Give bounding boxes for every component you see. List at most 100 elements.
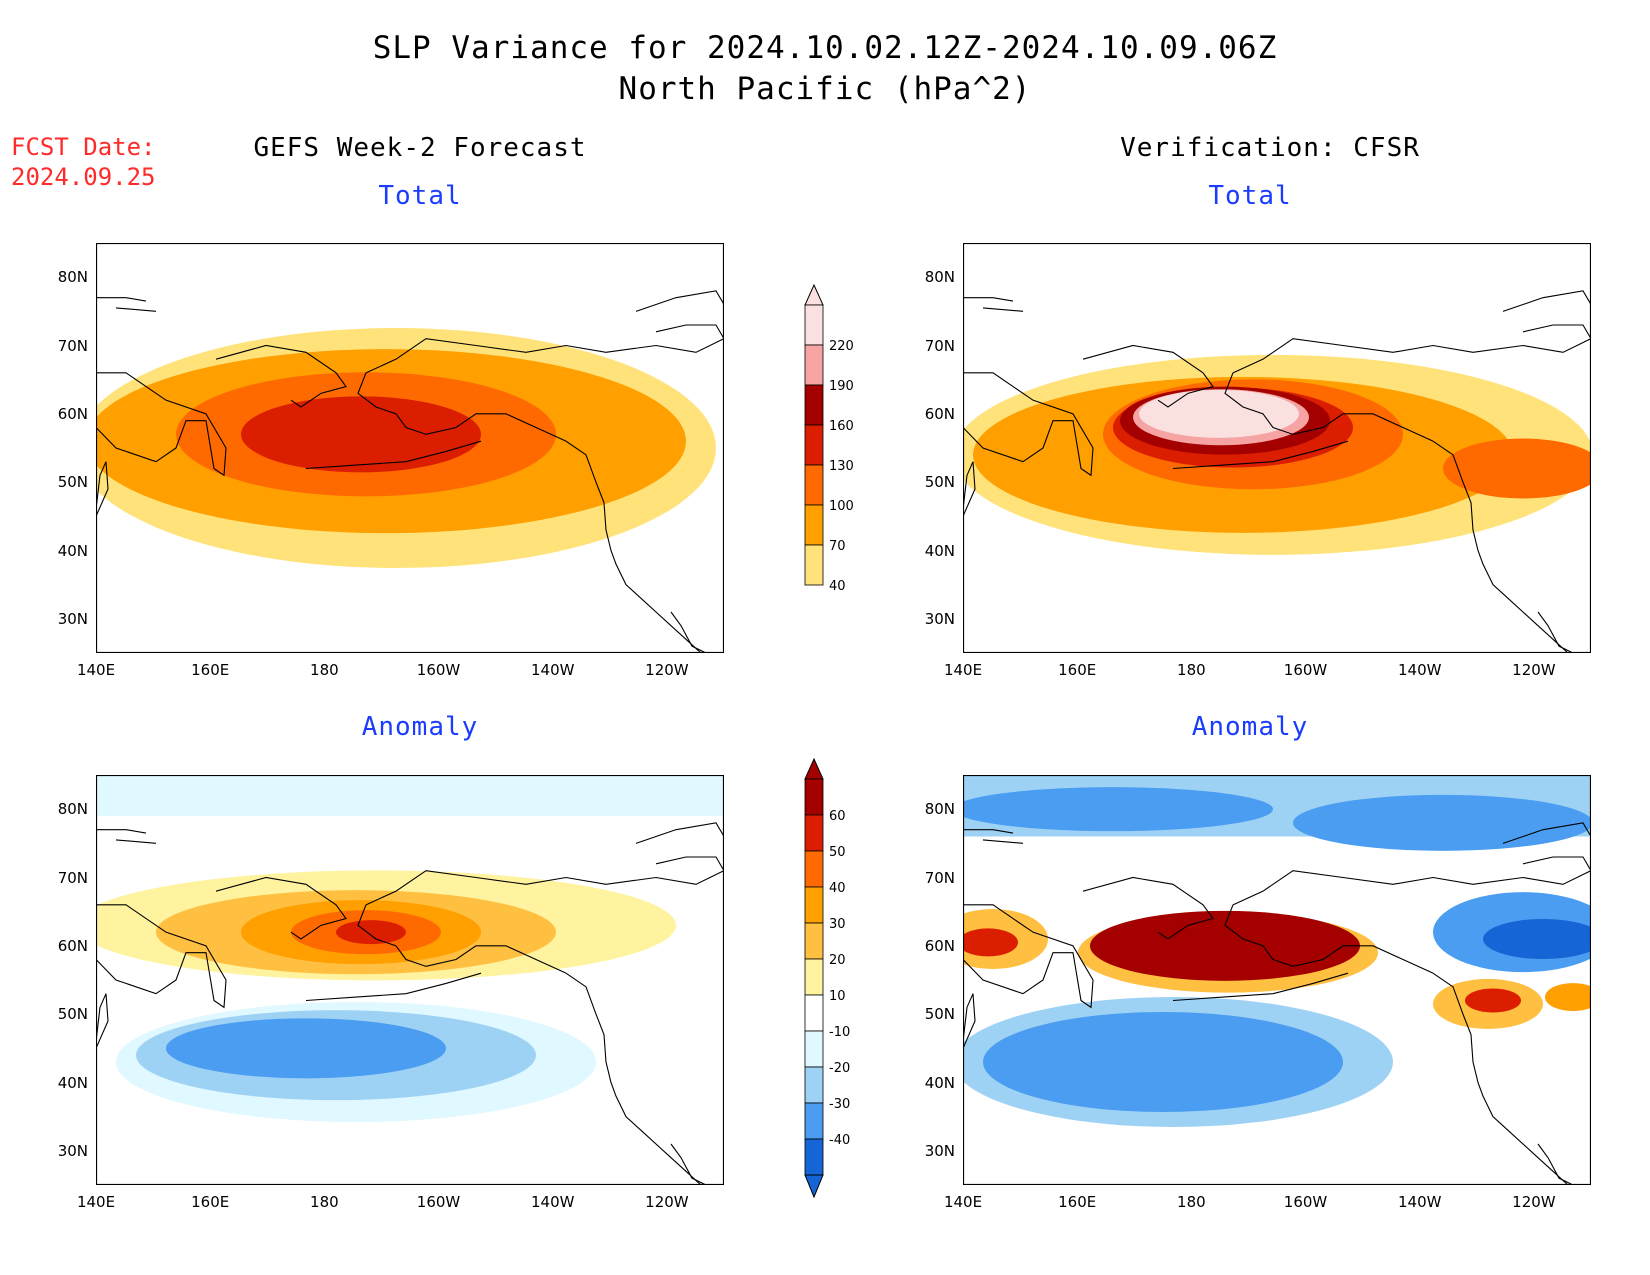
x-tick-label: 160E: [1058, 661, 1097, 679]
colorbar-box: [804, 994, 824, 1032]
x-tick-label: 160E: [191, 661, 230, 679]
x-tick-label: 140E: [76, 1193, 116, 1211]
x-tick-label: 120W: [645, 661, 689, 679]
colorbar-box: [804, 384, 824, 426]
colorbar-box: [804, 1138, 824, 1176]
colorbar-label: -40: [829, 1133, 850, 1148]
x-tick-label: 160E: [191, 1193, 230, 1211]
x-tick-label: 160W: [416, 661, 461, 679]
colorbar-box: [804, 814, 824, 852]
colorbar-label: 20: [829, 953, 846, 968]
x-tick-label: 120W: [1512, 1193, 1556, 1211]
colorbar-anomaly: 60 50 40 30 20 10 -10 -20 -30 -40: [804, 757, 850, 1199]
panel-title-bottom-right: Anomaly: [1191, 712, 1309, 742]
contour-50: [336, 920, 406, 945]
y-tick-label: 50N: [924, 473, 955, 492]
contour-neg30-south: [983, 1012, 1343, 1112]
panel-title-bottom-left: Anomaly: [361, 712, 479, 742]
colorbar-label: 10: [829, 989, 846, 1004]
contour-30-far-east: [1545, 983, 1591, 1012]
left-column-title: GEFS Week-2 Forecast: [253, 133, 587, 163]
colorbar-box: [804, 850, 824, 888]
map-frame: [963, 243, 1591, 653]
right-column-title: Verification: CFSR: [1120, 133, 1420, 163]
colorbar-label: 40: [829, 579, 846, 594]
map-frame: [96, 243, 724, 653]
map-frame: [963, 775, 1591, 1185]
colorbar-box: [804, 886, 824, 924]
y-tick-label: 40N: [57, 541, 88, 560]
y-tick-label: 30N: [924, 1141, 955, 1160]
colorbar-label: 190: [829, 379, 854, 394]
map-panel-gefs-total: [96, 243, 724, 653]
y-tick-label: 60N: [924, 936, 955, 955]
colorbar-box: [804, 544, 824, 586]
y-tick-label: 80N: [57, 800, 88, 819]
x-tick-label: 120W: [1512, 661, 1556, 679]
colorbar-box: [804, 778, 824, 816]
x-tick-label: 140W: [1397, 661, 1442, 679]
contour-neg30-north: [963, 787, 1273, 832]
y-tick-label: 30N: [924, 609, 955, 628]
x-tick-label: 140W: [1397, 1193, 1442, 1211]
colorbar-label: 70: [829, 539, 846, 554]
x-tick-label: 120W: [645, 1193, 689, 1211]
x-tick-label: 180: [310, 661, 339, 679]
y-tick-label: 70N: [924, 336, 955, 355]
map-panel-gefs-anomaly: [96, 775, 724, 1185]
x-tick-label: 140W: [530, 661, 575, 679]
colorbar-box: [804, 922, 824, 960]
colorbar-box: [804, 464, 824, 506]
coastline: [963, 822, 1591, 1185]
contour-130: [241, 396, 481, 473]
contour-220: [1139, 389, 1299, 438]
colorbar-label: -30: [829, 1097, 850, 1112]
map-panel-cfsr-total: [963, 243, 1591, 653]
y-tick-label: 40N: [924, 541, 955, 560]
y-tick-label: 70N: [57, 868, 88, 887]
y-tick-label: 70N: [924, 868, 955, 887]
colorbar-label: -20: [829, 1061, 850, 1076]
x-tick-label: 140E: [943, 1193, 983, 1211]
colorbar-box: [804, 1030, 824, 1068]
contour-50-west: [963, 928, 1018, 957]
colorbar-label: 100: [829, 499, 854, 514]
colorbar-label: 30: [829, 917, 846, 932]
y-tick-label: 60N: [924, 404, 955, 423]
contour-50-east: [1465, 988, 1521, 1013]
coastline: [96, 290, 724, 653]
y-tick-label: 40N: [924, 1073, 955, 1092]
x-tick-label: 180: [310, 1193, 339, 1211]
colorbar-box: [804, 958, 824, 996]
coastline: [96, 822, 724, 1185]
fcst-date-label: FCST Date:: [11, 133, 156, 161]
colorbar-label: 220: [829, 339, 854, 354]
y-tick-label: 50N: [924, 1005, 955, 1024]
contour-neg30-ne: [1293, 794, 1591, 851]
x-tick-label: 140E: [943, 661, 983, 679]
colorbar-box: [804, 424, 824, 466]
y-tick-label: 70N: [57, 336, 88, 355]
contour-60: [1090, 910, 1360, 981]
y-tick-label: 50N: [57, 1005, 88, 1024]
x-tick-label: 160W: [1283, 1193, 1328, 1211]
colorbar-label: 40: [829, 881, 846, 896]
contour-neg40-east: [1483, 919, 1591, 959]
x-tick-label: 180: [1177, 1193, 1206, 1211]
figure-title-line2: North Pacific (hPa^2): [618, 71, 1032, 107]
map-frame: [96, 775, 724, 1185]
colorbar-box: [804, 344, 824, 386]
fcst-date: FCST Date: 2024.09.25: [11, 132, 156, 192]
colorbar-box: [804, 504, 824, 546]
x-tick-label: 140W: [530, 1193, 575, 1211]
panel-title-top-left: Total: [378, 181, 462, 211]
coastline: [963, 290, 1591, 653]
colorbar-box: [804, 1066, 824, 1104]
contour-neg30: [166, 1018, 446, 1079]
x-tick-label: 160E: [1058, 1193, 1097, 1211]
colorbar-label: 60: [829, 809, 846, 824]
panel-title-top-right: Total: [1208, 181, 1292, 211]
map-panel-cfsr-anomaly: [963, 775, 1591, 1185]
y-tick-label: 30N: [57, 1141, 88, 1160]
x-tick-label: 160W: [1283, 661, 1328, 679]
